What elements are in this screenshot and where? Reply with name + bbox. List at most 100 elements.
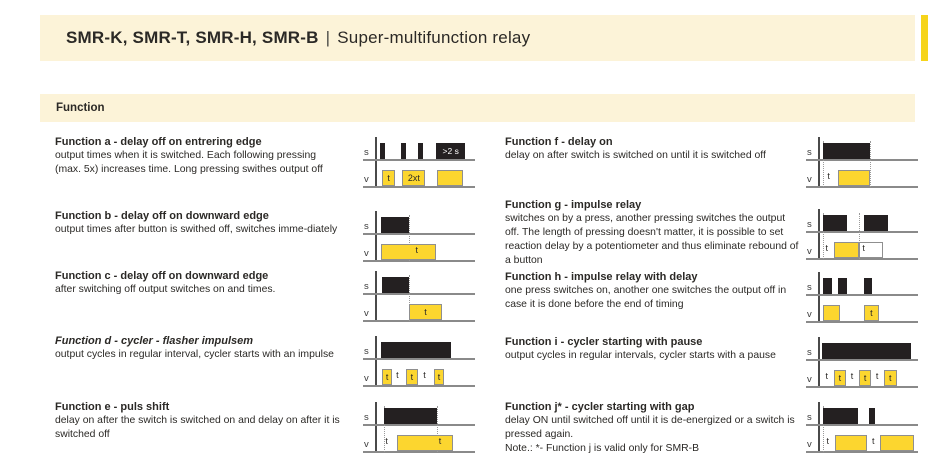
- signal-pulse: [863, 215, 888, 231]
- signal-baseline: [363, 424, 475, 426]
- time-label: 2xt: [407, 173, 420, 183]
- function-row-h: Function h - impulse relay with delay one…: [505, 270, 918, 335]
- function-text-i: Function i - cycler starting with pause o…: [505, 335, 801, 363]
- function-title: Function i - cycler starting with pause: [505, 336, 703, 348]
- time-label: t: [850, 371, 854, 381]
- output-pulse: t: [858, 370, 872, 386]
- signal-pulse: [380, 217, 409, 233]
- function-description: one press switches on, another one switc…: [505, 285, 787, 311]
- function-title: Function g - impulse relay: [505, 199, 642, 211]
- timing-diagram: s v t: [363, 209, 475, 263]
- time-label: t: [870, 308, 873, 318]
- time-label: t: [826, 436, 829, 446]
- function-note: Note.: *- Function j is valid only for S…: [505, 442, 700, 454]
- signal-s-label: s: [807, 347, 812, 358]
- function-description: after switching off output switches on a…: [55, 284, 276, 296]
- output-baseline: [363, 451, 475, 453]
- function-title: Function b - delay off on downward edge: [55, 210, 269, 222]
- signal-pulse: [383, 408, 438, 424]
- signal-pulse: [822, 215, 848, 231]
- function-description: delay on after switch is switched on unt…: [505, 150, 766, 162]
- diagram-plot: t: [376, 269, 473, 323]
- function-text-f: Function f - delay on delay on after swit…: [505, 135, 801, 163]
- signal-baseline: [806, 231, 918, 233]
- diagram-axis-line: [818, 137, 820, 188]
- dotted-time-marker: [408, 215, 410, 261]
- output-v-label: v: [364, 248, 369, 259]
- function-row-d: Function d - cycler - flasher impulsem ou…: [55, 334, 475, 400]
- function-row-c: Function c - delay off on downward edge a…: [55, 269, 475, 334]
- diagram-axis-line: [818, 337, 820, 388]
- function-row-b: Function b - delay off on downward edge o…: [55, 209, 475, 269]
- function-title: Function h - impulse relay with delay: [505, 271, 698, 283]
- functions-column-right: Function f - delay on delay on after swit…: [505, 135, 918, 464]
- time-label: t: [437, 372, 441, 382]
- diagram-plot: t: [819, 135, 916, 189]
- time-label: t: [424, 307, 427, 317]
- function-title: Function a - delay off on entrering edge: [55, 136, 262, 148]
- dotted-time-marker: [383, 406, 385, 452]
- function-title: Function j* - cycler starting with gap: [505, 401, 695, 413]
- output-pulse: t: [863, 305, 880, 321]
- signal-pulse: [822, 143, 871, 159]
- function-row-a: Function a - delay off on entrering edge…: [55, 135, 475, 209]
- signal-baseline: [363, 358, 475, 360]
- product-name: Super-multifunction relay: [337, 28, 531, 47]
- signal-baseline: [363, 233, 475, 235]
- signal-pulse: [821, 343, 912, 359]
- output-pulse: [833, 242, 859, 258]
- signal-s-label: s: [807, 282, 812, 293]
- signal-s-label: s: [807, 147, 812, 158]
- function-title: Function c - delay off on downward edge: [55, 270, 269, 282]
- output-v-label: v: [807, 439, 812, 450]
- time-label: t: [863, 373, 867, 383]
- timing-diagram: s v t: [806, 270, 918, 324]
- function-row-g: Function g - impulse relay switches on by…: [505, 198, 918, 270]
- functions-column-left: Function a - delay off on entrering edge…: [55, 135, 475, 464]
- output-pulse: [880, 435, 915, 451]
- time-label: t: [410, 372, 414, 382]
- time-label: t: [872, 436, 875, 446]
- diagram-axis-line: [818, 272, 820, 323]
- time-label: t: [438, 436, 442, 446]
- function-description: output cycles in regular interval, cycle…: [55, 349, 334, 361]
- output-pulse: [834, 435, 867, 451]
- function-row-e: Function e - puls shift delay on after th…: [55, 400, 475, 464]
- output-pulse: [380, 244, 437, 260]
- function-row-f: Function f - delay on delay on after swit…: [505, 135, 918, 198]
- function-description: output cycles in regular intervals, cycl…: [505, 350, 776, 362]
- output-baseline: [363, 260, 475, 262]
- pulse-duration-label: >2 s: [442, 146, 459, 156]
- output-baseline: [806, 258, 918, 260]
- signal-s-label: s: [364, 221, 369, 232]
- signal-s-label: s: [807, 412, 812, 423]
- output-v-label: v: [807, 374, 812, 385]
- time-label: t: [387, 173, 390, 183]
- signal-pulse: >2 s: [436, 143, 466, 159]
- function-title: Function e - puls shift: [55, 401, 170, 413]
- output-pulse: t: [408, 304, 442, 320]
- signal-pulse: [838, 278, 848, 294]
- signal-pulse: [863, 278, 873, 294]
- dotted-time-marker: [437, 406, 439, 452]
- timing-diagram: s v >2 s t 2xt: [363, 135, 475, 189]
- function-text-b: Function b - delay off on downward edge o…: [55, 209, 343, 237]
- diagram-axis-line: [375, 336, 377, 387]
- timing-diagram: s v t: [363, 269, 475, 323]
- diagram-axis-line: [375, 211, 377, 262]
- time-label: t: [423, 370, 426, 380]
- functions-grid: Function a - delay off on entrering edge…: [55, 135, 918, 464]
- output-pulse: [838, 170, 871, 186]
- product-models: SMR-K, SMR-T, SMR-H, SMR-B: [66, 28, 319, 47]
- timing-diagram: s v t: [806, 135, 918, 189]
- dotted-time-marker: [858, 213, 860, 259]
- diagram-axis-line: [818, 209, 820, 260]
- signal-baseline: [363, 159, 475, 161]
- output-baseline: [806, 451, 918, 453]
